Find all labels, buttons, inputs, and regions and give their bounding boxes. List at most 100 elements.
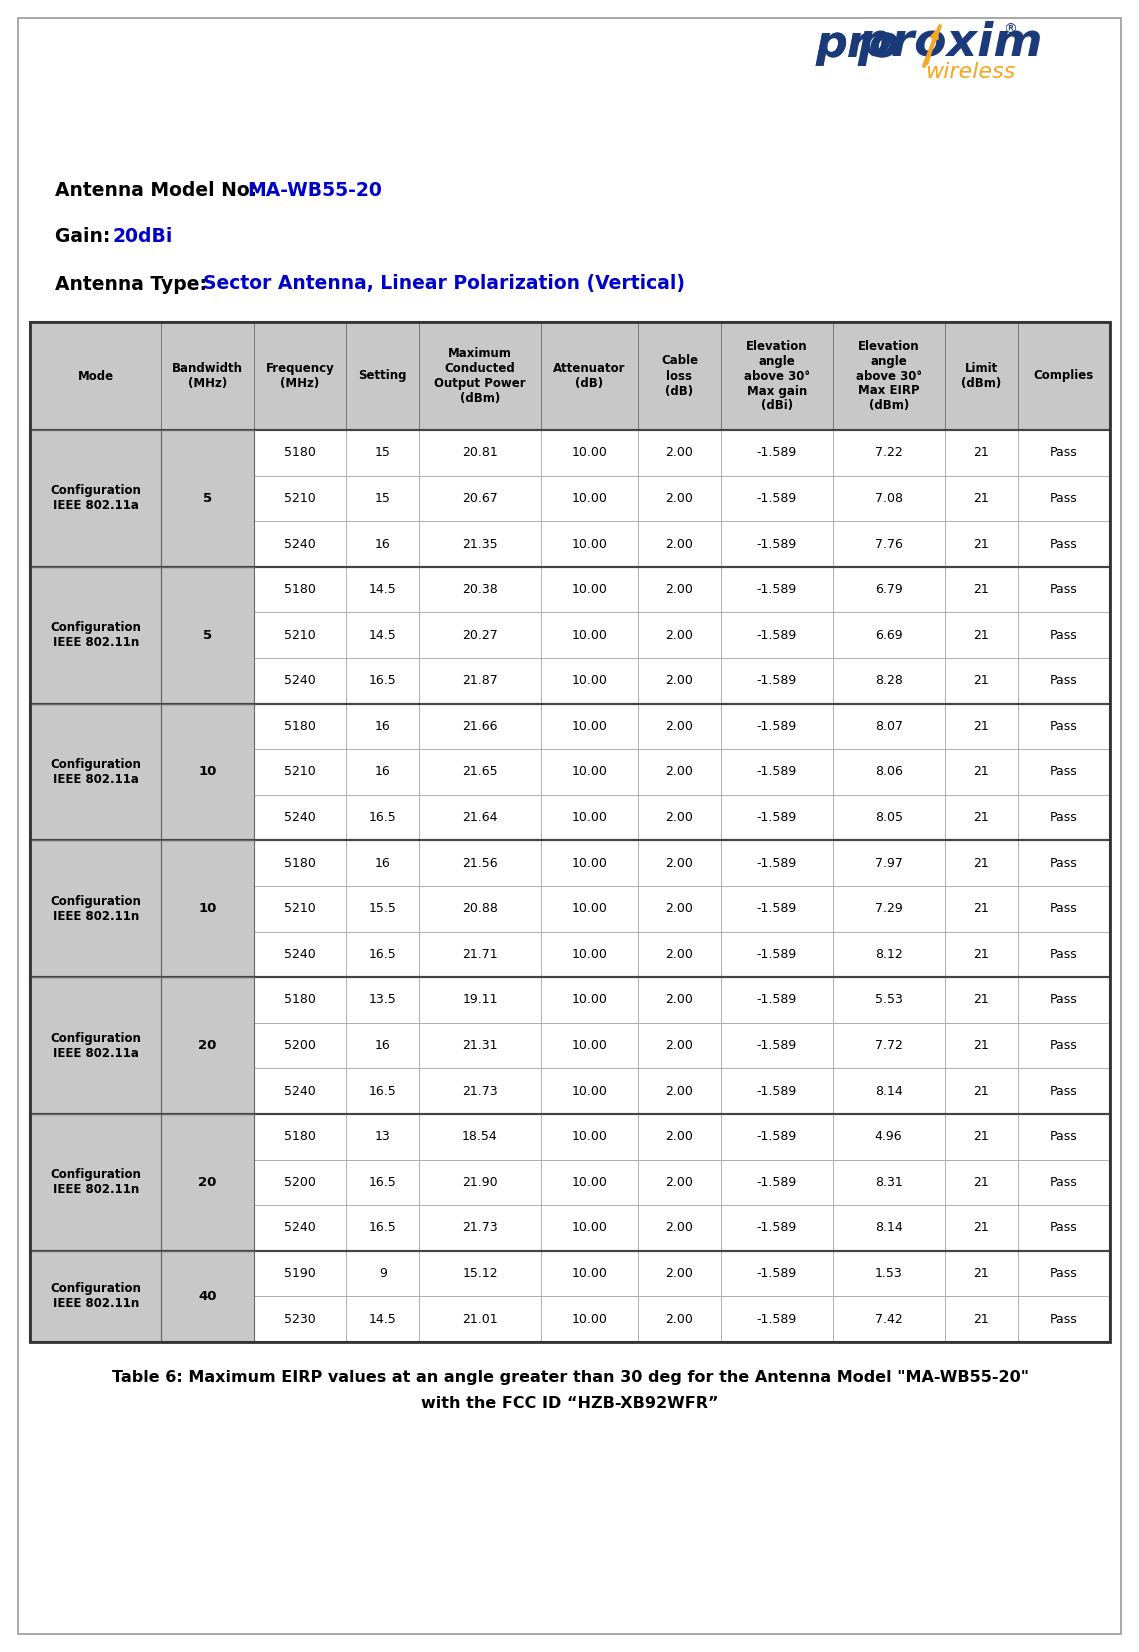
- Bar: [721, 1069, 833, 1113]
- Text: 10.00: 10.00: [572, 902, 607, 915]
- Bar: [254, 885, 346, 932]
- Bar: [30, 704, 162, 841]
- Bar: [833, 657, 944, 704]
- Bar: [346, 841, 419, 885]
- Text: 7.08: 7.08: [875, 492, 902, 506]
- Text: 21: 21: [973, 1039, 989, 1052]
- Bar: [638, 932, 721, 978]
- Bar: [833, 567, 944, 613]
- Text: 5: 5: [203, 492, 212, 506]
- Bar: [944, 322, 1017, 430]
- Bar: [419, 430, 541, 476]
- Text: 21: 21: [973, 765, 989, 778]
- Bar: [721, 520, 833, 567]
- Bar: [944, 978, 1017, 1023]
- Text: 21.87: 21.87: [462, 674, 498, 687]
- Text: 21.35: 21.35: [462, 537, 498, 550]
- Bar: [944, 1160, 1017, 1206]
- Text: 5200: 5200: [284, 1039, 316, 1052]
- Bar: [419, 1069, 541, 1113]
- Text: 13.5: 13.5: [369, 993, 396, 1006]
- Bar: [162, 1113, 254, 1251]
- Bar: [419, 520, 541, 567]
- Bar: [944, 1023, 1017, 1069]
- Text: 5180: 5180: [284, 446, 316, 459]
- Bar: [1017, 1160, 1111, 1206]
- Text: 2.00: 2.00: [665, 1130, 694, 1143]
- Bar: [1017, 885, 1111, 932]
- Text: -1.589: -1.589: [756, 1085, 797, 1097]
- Bar: [162, 1251, 254, 1341]
- Bar: [1017, 978, 1111, 1023]
- Text: Sector Antenna, Linear Polarization (Vertical): Sector Antenna, Linear Polarization (Ver…: [203, 274, 685, 294]
- Text: 10.00: 10.00: [572, 765, 607, 778]
- Bar: [541, 704, 638, 750]
- Bar: [419, 476, 541, 520]
- Text: Configuration
IEEE 802.11n: Configuration IEEE 802.11n: [50, 895, 141, 923]
- Bar: [254, 322, 346, 430]
- Bar: [721, 795, 833, 841]
- Text: 20.81: 20.81: [462, 446, 498, 459]
- Bar: [346, 978, 419, 1023]
- Bar: [419, 1113, 541, 1160]
- Text: 2.00: 2.00: [665, 583, 694, 596]
- Bar: [944, 978, 1017, 1023]
- Bar: [419, 1206, 541, 1251]
- Bar: [833, 1023, 944, 1069]
- Text: pro: pro: [816, 23, 900, 66]
- Text: 5210: 5210: [284, 902, 316, 915]
- Text: 15.12: 15.12: [462, 1267, 498, 1280]
- Bar: [541, 1023, 638, 1069]
- Text: Attenuator
(dB): Attenuator (dB): [554, 362, 625, 390]
- Bar: [30, 322, 1111, 1341]
- Bar: [833, 1023, 944, 1069]
- Bar: [541, 1251, 638, 1297]
- Text: 10.00: 10.00: [572, 948, 607, 961]
- Bar: [254, 476, 346, 520]
- Bar: [419, 1023, 541, 1069]
- Text: 10: 10: [198, 902, 216, 915]
- Bar: [419, 1251, 541, 1297]
- Bar: [254, 1160, 346, 1206]
- Bar: [419, 657, 541, 704]
- Bar: [833, 567, 944, 613]
- Text: 5240: 5240: [284, 1085, 316, 1097]
- Text: Antenna Model No:: Antenna Model No:: [55, 180, 263, 200]
- Bar: [346, 750, 419, 795]
- Bar: [833, 841, 944, 885]
- Text: 21: 21: [973, 720, 989, 733]
- Text: 2.00: 2.00: [665, 537, 694, 550]
- Bar: [254, 322, 346, 430]
- Bar: [638, 613, 721, 657]
- Bar: [944, 885, 1017, 932]
- Bar: [30, 567, 162, 704]
- Bar: [1017, 1206, 1111, 1251]
- Bar: [638, 1251, 721, 1297]
- Text: 15: 15: [375, 492, 391, 506]
- Bar: [944, 1113, 1017, 1160]
- Bar: [254, 1297, 346, 1341]
- Text: 2.00: 2.00: [665, 629, 694, 641]
- Bar: [638, 1113, 721, 1160]
- Text: 5180: 5180: [284, 720, 316, 733]
- Bar: [346, 1251, 419, 1297]
- Bar: [1017, 520, 1111, 567]
- Bar: [30, 322, 162, 430]
- Bar: [944, 885, 1017, 932]
- Text: 21: 21: [973, 583, 989, 596]
- Bar: [1017, 978, 1111, 1023]
- Bar: [638, 476, 721, 520]
- Bar: [1017, 520, 1111, 567]
- Text: Pass: Pass: [1050, 537, 1077, 550]
- Bar: [721, 430, 833, 476]
- Bar: [346, 932, 419, 978]
- Bar: [419, 567, 541, 613]
- Text: Pass: Pass: [1050, 811, 1077, 824]
- Bar: [419, 704, 541, 750]
- Bar: [419, 430, 541, 476]
- Text: Pass: Pass: [1050, 1039, 1077, 1052]
- Text: 5230: 5230: [284, 1313, 316, 1325]
- Bar: [721, 978, 833, 1023]
- Bar: [833, 795, 944, 841]
- Bar: [721, 613, 833, 657]
